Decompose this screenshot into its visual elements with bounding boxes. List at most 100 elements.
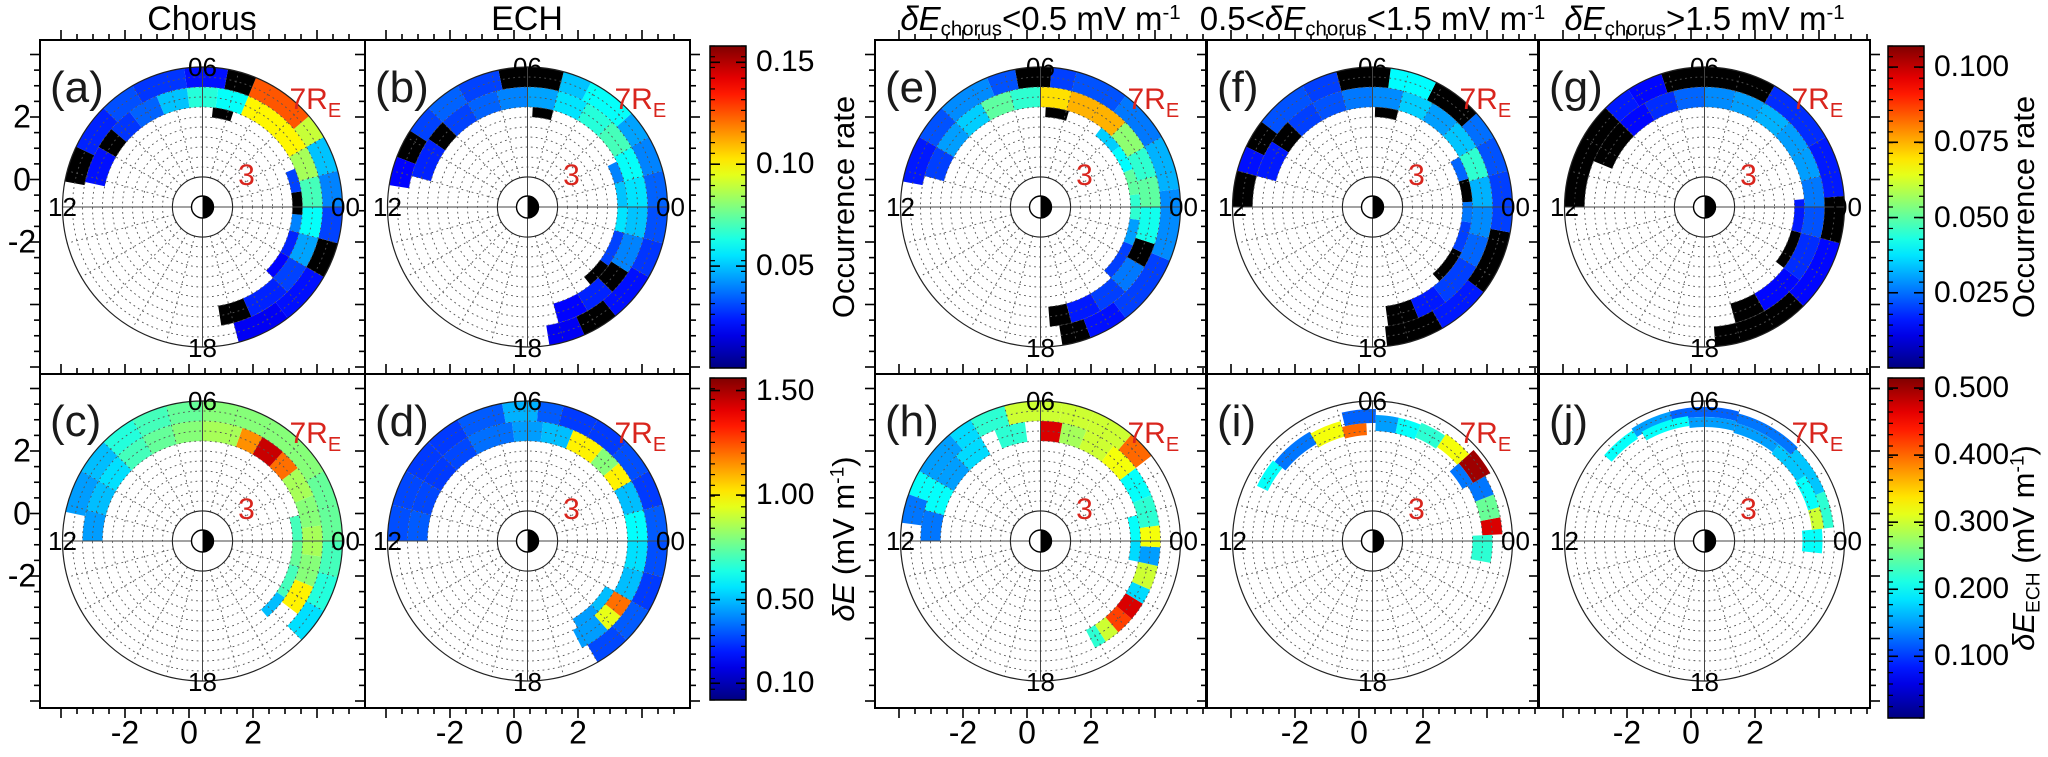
y-tick-label: 2 bbox=[13, 98, 31, 135]
x-tick-label: 2 bbox=[1082, 714, 1100, 751]
column-title-right-2: δEchorus>1.5 mV m-1 bbox=[1564, 0, 1845, 41]
cb4-tick-label: 0.500 bbox=[1934, 371, 2010, 405]
dial-bin bbox=[235, 427, 263, 455]
dial-bin bbox=[631, 238, 663, 277]
dial-bin bbox=[233, 405, 273, 438]
dial-bin bbox=[955, 437, 991, 471]
dial-bin bbox=[407, 509, 431, 541]
dial-bin bbox=[1131, 561, 1158, 590]
cb1-axis-title: Occurrence rate bbox=[826, 95, 861, 319]
cb3-axis-title: Occurrence rate bbox=[2006, 95, 2041, 319]
mlt-label-12: 12 bbox=[886, 192, 915, 222]
dial-bin bbox=[299, 175, 323, 207]
dial-bin bbox=[1789, 238, 1840, 306]
dial-bin bbox=[1661, 67, 1775, 104]
dial-bin bbox=[293, 116, 324, 147]
earth-nightside-icon bbox=[527, 530, 539, 552]
dial-bin bbox=[273, 122, 307, 157]
mlt-label-18: 18 bbox=[188, 667, 217, 697]
dial-bin bbox=[1336, 67, 1391, 92]
dial-bin bbox=[1144, 137, 1180, 192]
column-title-right-0: δEchorus<0.5 mV m-1 bbox=[900, 0, 1181, 41]
dial-bin bbox=[156, 88, 190, 115]
dial-bin bbox=[1593, 122, 1634, 169]
cb4-tick-label: 0.100 bbox=[1934, 639, 2010, 673]
panel-letter: (f) bbox=[1217, 63, 1259, 112]
dial-bin bbox=[1375, 415, 1399, 434]
dial-bin bbox=[1137, 175, 1161, 207]
dial-bin bbox=[202, 401, 239, 426]
dial-bin bbox=[276, 564, 300, 598]
mlt-label-12: 12 bbox=[373, 192, 402, 222]
mlt-label-00: 00 bbox=[331, 192, 360, 222]
mlt-label-00: 00 bbox=[1501, 526, 1530, 556]
panel-i: 06 18 12 00 3 7RE (i) bbox=[1197, 364, 1548, 718]
dial-bin bbox=[1733, 423, 1779, 453]
dial-bin bbox=[920, 509, 944, 541]
dial-bin bbox=[1458, 450, 1491, 483]
dial-bin bbox=[166, 401, 203, 426]
dial-bin bbox=[396, 130, 427, 164]
dial-bin bbox=[1458, 178, 1473, 203]
mlt-label-00: 00 bbox=[656, 192, 685, 222]
dial-bin bbox=[1808, 137, 1845, 198]
mlt-label-00: 00 bbox=[1833, 192, 1862, 222]
cb2-colorbar bbox=[709, 377, 747, 701]
dial-bin bbox=[1059, 319, 1091, 346]
x-tick-label: -2 bbox=[435, 714, 465, 751]
cb3-colorbar bbox=[1887, 45, 1925, 369]
cb2-tick-label: 0.50 bbox=[756, 582, 815, 616]
cb1-tick-label: 0.10 bbox=[756, 147, 815, 181]
dial-bin bbox=[318, 541, 343, 578]
dial-bin bbox=[1113, 95, 1162, 147]
mlt-label-06: 06 bbox=[188, 52, 217, 82]
dial-bin bbox=[260, 591, 285, 618]
dial-bin bbox=[1619, 103, 1655, 137]
l3-label: 3 bbox=[1076, 493, 1093, 526]
earth-nightside-icon bbox=[202, 530, 214, 552]
y-tick-label: 0 bbox=[13, 161, 31, 197]
dial-bin bbox=[318, 170, 343, 207]
dial-bin bbox=[287, 601, 324, 640]
dial-bin bbox=[994, 422, 1028, 449]
dial-bin bbox=[1422, 103, 1458, 137]
dial-bin bbox=[1467, 476, 1494, 502]
dial-bin bbox=[1641, 416, 1690, 441]
dial-bin bbox=[1437, 433, 1470, 465]
earth-nightside-icon bbox=[527, 196, 539, 218]
dial-bin bbox=[410, 108, 443, 142]
l7-label: 7RE bbox=[1792, 83, 1844, 122]
dial-bin bbox=[1795, 475, 1820, 511]
dial-bin bbox=[98, 129, 127, 157]
dial-bin bbox=[406, 442, 443, 481]
dial-bin bbox=[65, 471, 99, 517]
mlt-label-12: 12 bbox=[1218, 526, 1247, 556]
dial-bin bbox=[1385, 310, 1443, 347]
dial-bin bbox=[603, 267, 649, 316]
cb4-axis-title: δEECH (mV m-1) bbox=[2006, 445, 2045, 651]
mlt-label-12: 12 bbox=[1550, 192, 1579, 222]
dial-bin bbox=[111, 111, 142, 143]
dial-bin bbox=[624, 541, 648, 573]
dial-bin bbox=[986, 69, 1019, 97]
earth-nightside-icon bbox=[1704, 530, 1716, 552]
dial-bin bbox=[1469, 207, 1493, 239]
dial-bin bbox=[1410, 286, 1446, 318]
mlt-label-18: 18 bbox=[1690, 667, 1719, 697]
dial-bin bbox=[1119, 467, 1152, 503]
dial-bin bbox=[1808, 506, 1824, 530]
dial-bin bbox=[1488, 170, 1513, 233]
l3-label: 3 bbox=[563, 493, 580, 526]
mlt-label-18: 18 bbox=[513, 333, 542, 363]
dial-bin bbox=[1450, 157, 1469, 182]
panel-letter: (d) bbox=[375, 397, 429, 446]
x-tick-label: -2 bbox=[1612, 714, 1642, 751]
dial-bin bbox=[306, 238, 338, 277]
dial-bin bbox=[129, 96, 165, 128]
dial-bin bbox=[527, 87, 559, 111]
